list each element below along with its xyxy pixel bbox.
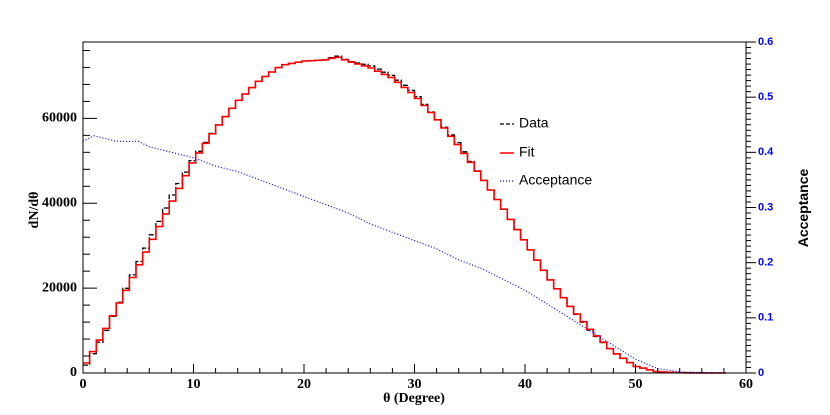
y-tick-label: 20000 <box>42 280 77 295</box>
y-tick-label: 40000 <box>42 195 77 210</box>
legend: Data Fit Acceptance <box>500 115 592 188</box>
legend-data-label: Data <box>519 115 549 131</box>
x-tick-label: 40 <box>518 377 532 392</box>
y-tick-label: 0 <box>70 365 77 380</box>
fit-series-line <box>83 56 727 374</box>
x-tick-label: 50 <box>629 377 643 392</box>
legend-acceptance-label: Acceptance <box>519 172 592 188</box>
x-tick-label: 30 <box>408 377 422 392</box>
acceptance-series-line <box>82 135 724 374</box>
x-axis-label: θ (Degree) <box>383 391 445 406</box>
y2-tick-label: 0.6 <box>758 36 773 48</box>
y2-tick-label: 0 <box>758 367 764 379</box>
y2-axis-label: Acceptance <box>795 168 811 247</box>
y2-tick-label: 0.1 <box>758 312 773 324</box>
x-tick-label: 20 <box>297 377 311 392</box>
data-series-line <box>83 55 727 374</box>
y2-tick-label: 0.4 <box>758 146 774 158</box>
series-layer <box>82 55 727 374</box>
y2-tick-label: 0.2 <box>758 257 773 269</box>
legend-fit-label: Fit <box>519 144 535 160</box>
x-tick-label: 60 <box>739 377 753 392</box>
axis-layer: 0 10 20 30 40 50 60 0 20000 40000 60000 0 0.1 0.2 0.3 0… <box>42 36 774 392</box>
y2-tick-label: 0.3 <box>758 201 773 213</box>
x-tick-label: 10 <box>187 377 201 392</box>
y-axis-label: dN/dθ <box>27 192 42 229</box>
y-tick-label: 60000 <box>42 111 77 126</box>
x-tick-label: 0 <box>80 377 87 392</box>
y2-tick-label: 0.5 <box>758 91 773 103</box>
